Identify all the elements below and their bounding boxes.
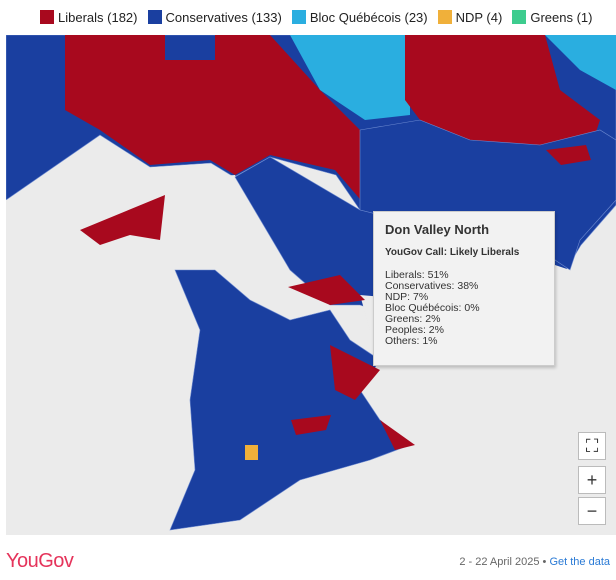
tooltip-line: Liberals: 51% <box>385 269 449 281</box>
tooltip-line: Others: 1% <box>385 335 438 347</box>
tooltip-call: YouGov Call: Likely Liberals <box>385 247 520 258</box>
quebec <box>545 35 616 90</box>
legend-swatch <box>147 10 162 24</box>
region <box>291 415 331 435</box>
tooltip-line: Peoples: 2% <box>385 324 444 336</box>
region <box>405 35 600 150</box>
separator: • <box>542 556 547 568</box>
legend-item: Liberals (182) <box>40 10 138 25</box>
region <box>65 35 395 205</box>
legend-label: NDP (4) <box>455 9 503 25</box>
legend-item: Bloc Québécois (23) <box>291 9 428 25</box>
footer: 2 - 22 April 2025 • Get the data <box>459 556 610 568</box>
legend: Liberals (182) Conservatives (133) Bloc Qu… <box>0 0 616 34</box>
date: 2 - 22 April 2025 <box>459 556 540 568</box>
tooltip-line: Conservatives: 38% <box>385 280 479 292</box>
ottawa <box>546 145 591 165</box>
legend-label: Conservatives (133) <box>165 9 282 25</box>
fullscreen-button[interactable]: ⛶ <box>578 432 606 460</box>
tooltip: Don Valley North YouGov Call: Likely Lib… <box>373 211 555 366</box>
map <box>6 35 616 535</box>
tooltip-line: Greens: 2% <box>385 313 441 325</box>
data-link[interactable]: Get the data <box>549 556 610 568</box>
legend-swatch <box>437 10 452 24</box>
legend-item: Conservatives (133) <box>147 9 282 25</box>
region <box>380 420 415 450</box>
legend-swatch <box>291 10 306 24</box>
tooltip-line: Bloc Québécois: 0% <box>385 302 480 314</box>
legend-swatch <box>512 10 527 24</box>
legend-item: Greens (1) <box>512 10 592 25</box>
zoom-in-button[interactable]: + <box>578 466 606 494</box>
tooltip-line: NDP: 7% <box>385 291 429 303</box>
logo: YouGov <box>6 550 74 572</box>
legend-label: Greens (1) <box>530 9 593 25</box>
legend-label: Liberals (182) <box>58 9 138 25</box>
region <box>288 275 365 305</box>
region <box>80 195 165 245</box>
zoom-out-button[interactable]: − <box>578 497 606 525</box>
legend-swatch <box>40 10 54 24</box>
ndp-riding <box>245 445 258 460</box>
legend-label: Bloc Québécois (23) <box>309 9 428 25</box>
tooltip-lines: Liberals: 51% Conservatives: 38% NDP: 7% Bl… <box>385 270 543 347</box>
quebec <box>290 35 410 120</box>
tooltip-title: Don Valley North <box>385 222 490 237</box>
gta <box>330 345 380 400</box>
legend-item: NDP (4) <box>437 9 503 25</box>
